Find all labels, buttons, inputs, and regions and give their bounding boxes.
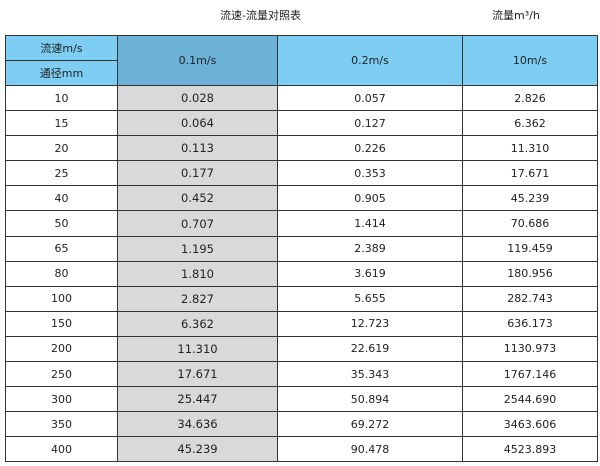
column-header: 0.2m/s [277, 35, 463, 86]
flow-cell: 1767.146 [462, 361, 598, 388]
flow-cell: 0.064 [117, 110, 278, 137]
flow-cell: 1.195 [117, 235, 278, 262]
table-row: 25 0.177 0.353 17.671 [5, 160, 598, 187]
table-row: 200 11.310 22.619 1130.973 [5, 335, 598, 363]
flow-cell: 1130.973 [462, 335, 598, 363]
flow-cell: 282.743 [462, 285, 598, 312]
flow-cell: 0.905 [277, 185, 463, 212]
column-header: 10m/s [462, 35, 598, 86]
table-row: 100 2.827 5.655 282.743 [5, 285, 598, 312]
flow-cell: 6.362 [117, 310, 278, 337]
flow-cell: 0.028 [117, 84, 278, 112]
diameter-cell: 65 [5, 235, 118, 262]
diameter-cell: 250 [5, 361, 118, 388]
flow-cell: 70.686 [462, 210, 598, 237]
flow-cell: 90.478 [277, 436, 463, 463]
flow-cell: 0.707 [117, 210, 278, 237]
table-row: 150 6.362 12.723 636.173 [5, 310, 598, 337]
column-header: 0.1m/s [117, 35, 278, 86]
diameter-cell: 400 [5, 436, 118, 463]
diameter-header: 通径mm [5, 60, 118, 86]
flow-cell: 50.894 [277, 386, 463, 413]
flow-cell: 34.636 [117, 411, 278, 438]
diameter-cell: 50 [5, 210, 118, 237]
table-title: 流速-流量对照表 [220, 9, 301, 22]
flow-cell: 35.343 [277, 361, 463, 388]
flow-cell: 17.671 [462, 160, 598, 187]
flow-cell: 22.619 [277, 335, 463, 363]
flow-cell: 3.619 [277, 260, 463, 287]
diameter-cell: 20 [5, 135, 118, 162]
flow-cell: 0.353 [277, 160, 463, 187]
table-row: 80 1.810 3.619 180.956 [5, 260, 598, 287]
unit-label: 流量m³/h [492, 9, 540, 22]
flow-cell: 69.272 [277, 411, 463, 438]
flow-cell: 4523.893 [462, 436, 598, 463]
flow-cell: 2.826 [462, 84, 598, 112]
flow-cell: 636.173 [462, 310, 598, 337]
diameter-cell: 100 [5, 285, 118, 312]
table-row: 20 0.113 0.226 11.310 [5, 135, 598, 162]
flow-cell: 0.113 [117, 135, 278, 162]
table-row: 50 0.707 1.414 70.686 [5, 210, 598, 237]
diameter-cell: 300 [5, 386, 118, 413]
flow-cell: 2.389 [277, 235, 463, 262]
flow-cell: 119.459 [462, 235, 598, 262]
flow-cell: 180.956 [462, 260, 598, 287]
flow-cell: 6.362 [462, 110, 598, 137]
flow-table: 流速m/s 0.1m/s 0.2m/s 10m/s 通径mm 10 0.028 0.… [5, 35, 598, 463]
flow-cell: 1.414 [277, 210, 463, 237]
table-row: 65 1.195 2.389 119.459 [5, 235, 598, 262]
flow-cell: 25.447 [117, 386, 278, 413]
flow-cell: 2.827 [117, 285, 278, 312]
flow-cell: 1.810 [117, 260, 278, 287]
flow-cell: 5.655 [277, 285, 463, 312]
table-row: 250 17.671 35.343 1767.146 [5, 361, 598, 388]
flow-cell: 45.239 [462, 185, 598, 212]
diameter-cell: 80 [5, 260, 118, 287]
table-row: 40 0.452 0.905 45.239 [5, 185, 598, 212]
flow-cell: 45.239 [117, 436, 278, 463]
diameter-cell: 40 [5, 185, 118, 212]
table-row: 350 34.636 69.272 3463.606 [5, 411, 598, 438]
flow-cell: 0.177 [117, 160, 278, 187]
table-row: 15 0.064 0.127 6.362 [5, 110, 598, 137]
flow-cell: 11.310 [462, 135, 598, 162]
flow-cell: 0.226 [277, 135, 463, 162]
flow-cell: 12.723 [277, 310, 463, 337]
table-row: 400 45.239 90.478 4523.893 [5, 436, 598, 463]
diameter-cell: 150 [5, 310, 118, 337]
flow-cell: 0.452 [117, 185, 278, 212]
table-row: 300 25.447 50.894 2544.690 [5, 386, 598, 413]
flow-cell: 17.671 [117, 361, 278, 388]
flow-cell: 11.310 [117, 335, 278, 363]
flow-cell: 3463.606 [462, 411, 598, 438]
velocity-header: 流速m/s [5, 35, 118, 61]
diameter-cell: 10 [5, 84, 118, 112]
table-row: 10 0.028 0.057 2.826 [5, 84, 598, 112]
diameter-cell: 200 [5, 335, 118, 363]
diameter-cell: 15 [5, 110, 118, 137]
flow-cell: 0.127 [277, 110, 463, 137]
flow-cell: 0.057 [277, 84, 463, 112]
flow-cell: 2544.690 [462, 386, 598, 413]
diameter-cell: 25 [5, 160, 118, 187]
diameter-cell: 350 [5, 411, 118, 438]
